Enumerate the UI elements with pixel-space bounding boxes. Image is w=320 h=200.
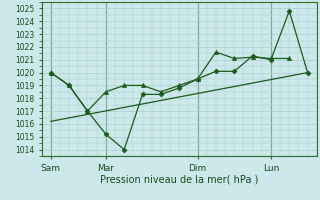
X-axis label: Pression niveau de la mer( hPa ): Pression niveau de la mer( hPa ) <box>100 174 258 184</box>
